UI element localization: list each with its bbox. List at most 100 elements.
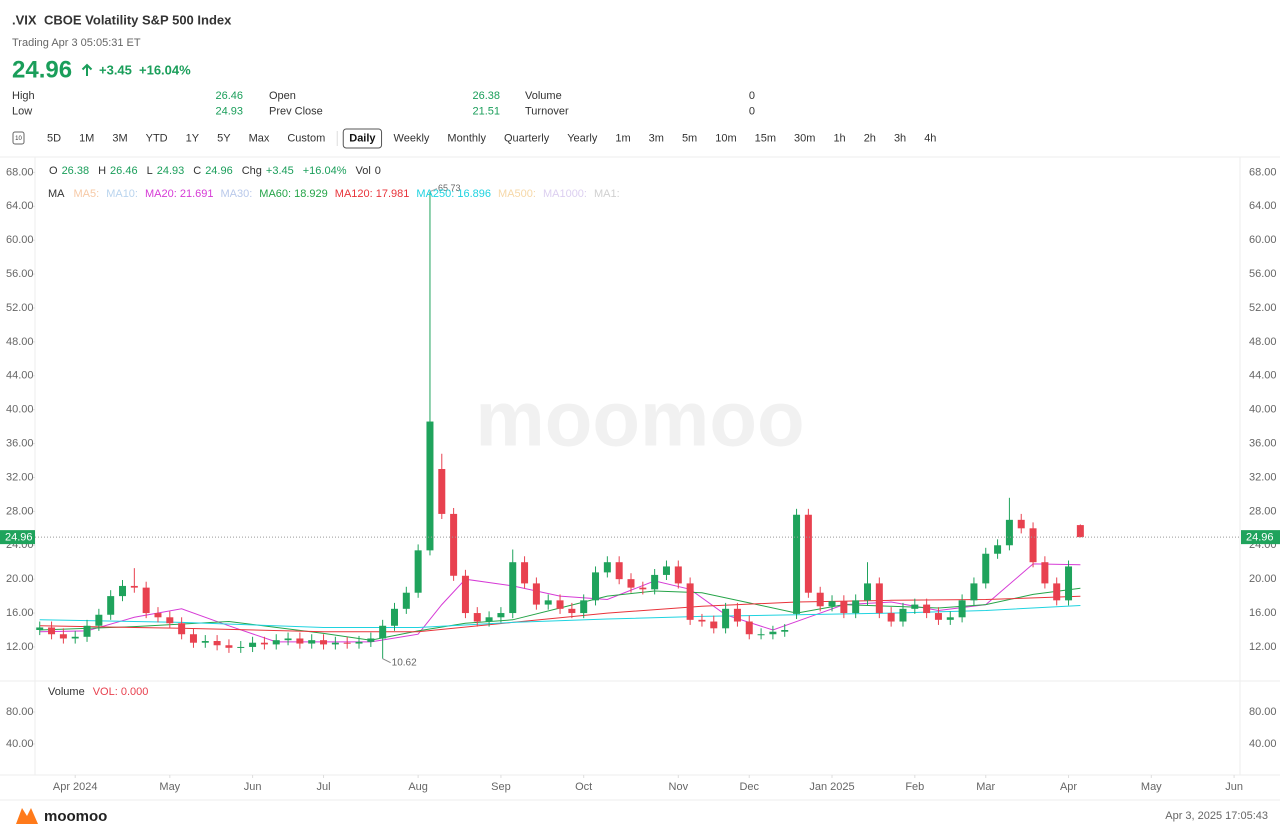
low-leader [382, 658, 391, 664]
candle-body [887, 613, 895, 622]
last-price-label: 24.96 [5, 532, 33, 544]
timestamp: Apr 3, 2025 17:05:43 [1165, 810, 1268, 822]
toolbar-button[interactable]: Yearly [567, 132, 598, 144]
candle-body [1076, 525, 1084, 538]
candle-body [1065, 566, 1073, 601]
toolbar-button[interactable]: 1m [615, 132, 630, 144]
candle-body [249, 642, 257, 647]
ma-legend-entry: MA20: 21.691 [145, 188, 214, 200]
candle-body [225, 645, 233, 648]
candle-body [615, 562, 623, 580]
candle-body [592, 572, 600, 601]
candle-body [532, 583, 540, 605]
stat-label: Turnover [525, 105, 569, 117]
info-value: 26.38 [62, 165, 90, 177]
toolbar-button[interactable]: 1h [833, 132, 845, 144]
candle-body [970, 583, 978, 601]
x-tick-label: Jun [1225, 781, 1243, 793]
x-tick-label: Feb [905, 781, 924, 793]
toolbar-button[interactable]: Custom [287, 132, 325, 144]
x-tick-label: Nov [669, 781, 689, 793]
ma-legend-entry: MA60: 18.929 [259, 188, 328, 200]
candle-body [284, 638, 292, 641]
candle-body [414, 550, 422, 593]
candle-body [875, 583, 883, 614]
toolbar-button[interactable]: 3h [894, 132, 906, 144]
candle-body [757, 634, 765, 636]
candle-body [852, 600, 860, 614]
candle-body [556, 600, 564, 609]
toolbar-button[interactable]: 3m [649, 132, 664, 144]
candle-body [379, 625, 387, 639]
candle-body [911, 604, 919, 609]
x-tick-label: Sep [491, 781, 511, 793]
candle-body [745, 621, 753, 635]
candle-body [899, 608, 907, 622]
candle-body [828, 601, 836, 607]
toolbar-button[interactable]: Max [249, 132, 270, 144]
candle-body [237, 646, 245, 648]
y-tick-label-right: 68.00 [1249, 166, 1277, 178]
toolbar-button[interactable]: Weekly [394, 132, 430, 144]
high-annotation: 65.73 [438, 183, 461, 193]
x-tick-label: Apr 2024 [53, 781, 98, 793]
candle-body [461, 575, 469, 614]
y-tick-label: 48.00 [6, 336, 34, 348]
ma-legend-entry: MA500: [498, 188, 536, 200]
toolbar-button[interactable]: 5D [47, 132, 61, 144]
candle-body [816, 592, 824, 607]
toolbar-icon [12, 131, 25, 145]
candle-body [580, 600, 588, 614]
candle-body [1053, 583, 1061, 601]
y-tick-label: 20.00 [6, 573, 34, 585]
status: Trading Apr 3 05:05:31 ET [12, 37, 141, 49]
toolbar-button[interactable]: 1Y [186, 132, 200, 144]
y-tick-label-right: 16.00 [1249, 607, 1277, 619]
toolbar-button[interactable]: 4h [924, 132, 936, 144]
toolbar-button[interactable]: 2h [864, 132, 876, 144]
candle-body [686, 583, 694, 620]
candle-body [71, 636, 79, 639]
toolbar-button[interactable]: 30m [794, 132, 815, 144]
toolbar-button[interactable]: 10m [715, 132, 736, 144]
candle-body [95, 614, 103, 626]
toolbar-button[interactable]: 5Y [217, 132, 231, 144]
toolbar-button[interactable]: 5m [682, 132, 697, 144]
x-tick-label: May [1141, 781, 1162, 793]
toolbar-button[interactable]: 1M [79, 132, 94, 144]
toolbar-button[interactable]: Daily [349, 132, 376, 144]
candle-body [840, 601, 848, 614]
stat-label: High [12, 90, 35, 102]
info-label: H [98, 165, 106, 177]
ma-line [39, 587, 1081, 641]
candle-body [178, 623, 186, 635]
candle-body [662, 566, 670, 575]
info-value: 26.46 [110, 165, 138, 177]
info-label: Chg [242, 165, 262, 177]
ma-legend-entry: MA5: [74, 188, 100, 200]
toolbar-button[interactable]: 15m [755, 132, 776, 144]
brand: moomoo [44, 808, 107, 825]
y-tick-label-right: 32.00 [1249, 471, 1277, 483]
candle-body [485, 617, 493, 622]
stat-value: 26.46 [215, 90, 243, 102]
candle-body [201, 641, 209, 643]
candle-body [627, 579, 635, 588]
candle-body [781, 630, 789, 632]
candle-body [130, 585, 138, 588]
vol-tick-label-right: 80.00 [1249, 706, 1277, 718]
stat-label: Low [12, 105, 32, 117]
y-tick-label-right: 48.00 [1249, 336, 1277, 348]
toolbar-button[interactable]: Monthly [447, 132, 486, 144]
candle-body [639, 587, 647, 590]
toolbar-button[interactable]: YTD [146, 132, 168, 144]
toolbar-button[interactable]: 3M [112, 132, 127, 144]
toolbar-button[interactable]: Quarterly [504, 132, 550, 144]
info-value: +3.45 [266, 165, 294, 177]
candle-body [1041, 562, 1049, 584]
candle-body [36, 627, 44, 631]
volume-label: VOL: 0.000 [93, 686, 149, 698]
candle-body [651, 574, 659, 590]
candle-body [1029, 528, 1037, 563]
